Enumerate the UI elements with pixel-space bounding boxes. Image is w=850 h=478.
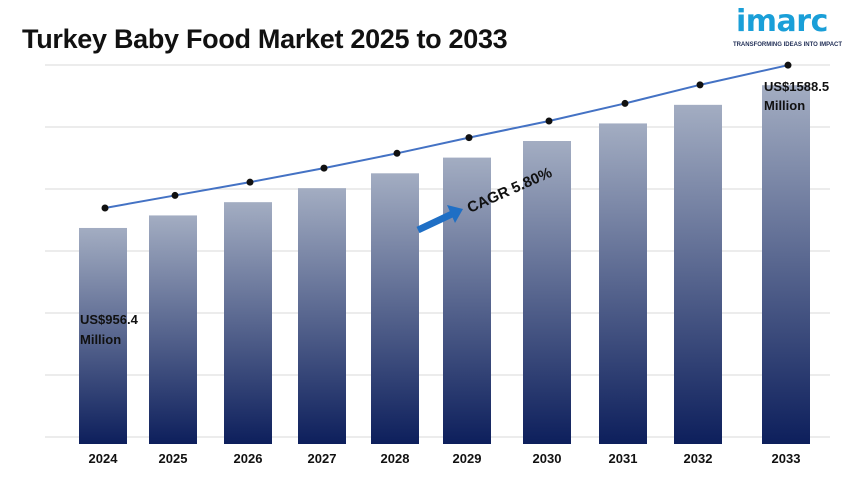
- bar-2026: [224, 202, 272, 444]
- trend-point-2032: [696, 81, 704, 89]
- start-value-label: US$956.4: [80, 312, 139, 327]
- end-value-label: US$1588.5: [764, 79, 829, 94]
- x-tick-label: 2032: [684, 451, 713, 466]
- trend-point-2025: [171, 191, 179, 199]
- bar-2029: [443, 157, 491, 444]
- trend-point-2029: [465, 134, 473, 142]
- x-axis-ticks: 2024 2025 2026 2027 2028 2029 2030 2031 2032 2033: [89, 451, 801, 466]
- bar-2028: [371, 173, 419, 444]
- trend-line: [104, 64, 789, 209]
- end-unit-label: Million: [764, 98, 805, 113]
- x-tick-label: 2024: [89, 451, 119, 466]
- bar-2027: [298, 188, 346, 444]
- logo-tagline: TRANSFORMING IDEAS INTO IMPACT: [732, 42, 843, 48]
- logo-wordmark: imarc: [736, 4, 828, 39]
- page-title: Turkey Baby Food Market 2025 to 2033: [22, 24, 508, 54]
- x-tick-label: 2033: [772, 451, 801, 466]
- x-tick-label: 2029: [453, 451, 482, 466]
- x-tick-label: 2026: [234, 451, 263, 466]
- bars: [79, 85, 810, 445]
- x-tick-label: 2030: [533, 451, 562, 466]
- bar-2024: [79, 227, 127, 444]
- bar-2031: [599, 123, 647, 444]
- x-tick-label: 2027: [308, 451, 337, 466]
- trend-point-2030: [545, 117, 553, 125]
- cagr-arrow: [416, 205, 463, 234]
- bar-2032: [674, 104, 722, 444]
- imarc-logo: imarc TRANSFORMING IDEAS INTO IMPACT: [730, 4, 845, 52]
- bar-2033: [762, 85, 810, 444]
- x-tick-label: 2031: [609, 451, 638, 466]
- trend-point-2027: [320, 164, 328, 172]
- trend-line-layer: [101, 61, 792, 212]
- trend-point-2028: [393, 149, 401, 157]
- bar-2025: [149, 215, 197, 444]
- trend-point-2031: [621, 99, 629, 107]
- x-tick-label: 2028: [381, 451, 410, 466]
- trend-point-2024: [101, 204, 109, 212]
- trend-point-2033: [784, 61, 792, 69]
- x-tick-label: 2025: [159, 451, 188, 466]
- start-unit-label: Million: [80, 332, 121, 347]
- trend-point-2026: [246, 178, 254, 186]
- bar-2030: [523, 141, 571, 445]
